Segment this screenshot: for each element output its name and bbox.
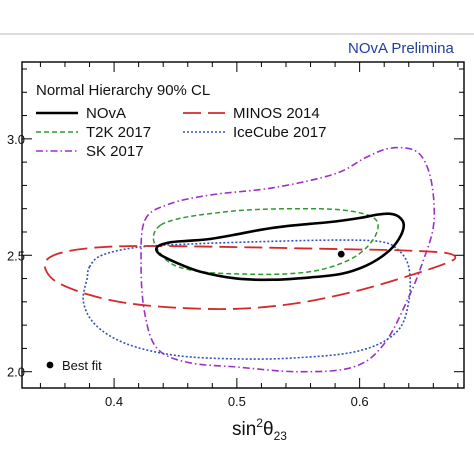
series-nova (154, 212, 406, 282)
series-minos-2014 (43, 245, 457, 310)
x-axis-label: sin2θ23 (232, 416, 287, 443)
axis-ticks: 0.4 0.5 0.6 2.0 2.5 3.0 (7, 62, 464, 409)
contour-curves (43, 146, 457, 373)
y-tick-label: 3.0 (7, 132, 25, 147)
x-axis-label-base: sin (232, 419, 256, 440)
best-fit-legend-marker (46, 361, 54, 369)
chart-title: Normal Hierarchy 90% CL (36, 82, 210, 99)
legend-label-icecube-2017: IceCube 2017 (233, 124, 326, 141)
best-fit-label: Best fit (62, 358, 102, 373)
y-tick-label: 2.5 (7, 248, 25, 263)
x-axis-label-sup: 2 (256, 416, 263, 430)
legend-label-minos-2014: MINOS 2014 (233, 105, 320, 122)
legend-label-t2k-2017: T2K 2017 (86, 124, 151, 141)
legend-label-nova: NOvA (86, 105, 126, 122)
x-tick-label: 0.4 (105, 394, 123, 409)
y-tick-label: 2.0 (7, 365, 25, 380)
x-axis-label-theta: θ (263, 419, 274, 440)
x-tick-label: 0.6 (351, 394, 369, 409)
best-fit-point (337, 250, 345, 258)
x-axis-label-sub: 23 (274, 429, 288, 443)
legend: NOvA MINOS 2014 T2K 2017 IceCube 2017 SK 201… (36, 105, 326, 160)
x-tick-label: 0.5 (228, 394, 246, 409)
legend-label-sk-2017: SK 2017 (86, 143, 144, 160)
preliminary-banner: NOvA Prelimina (348, 40, 455, 57)
